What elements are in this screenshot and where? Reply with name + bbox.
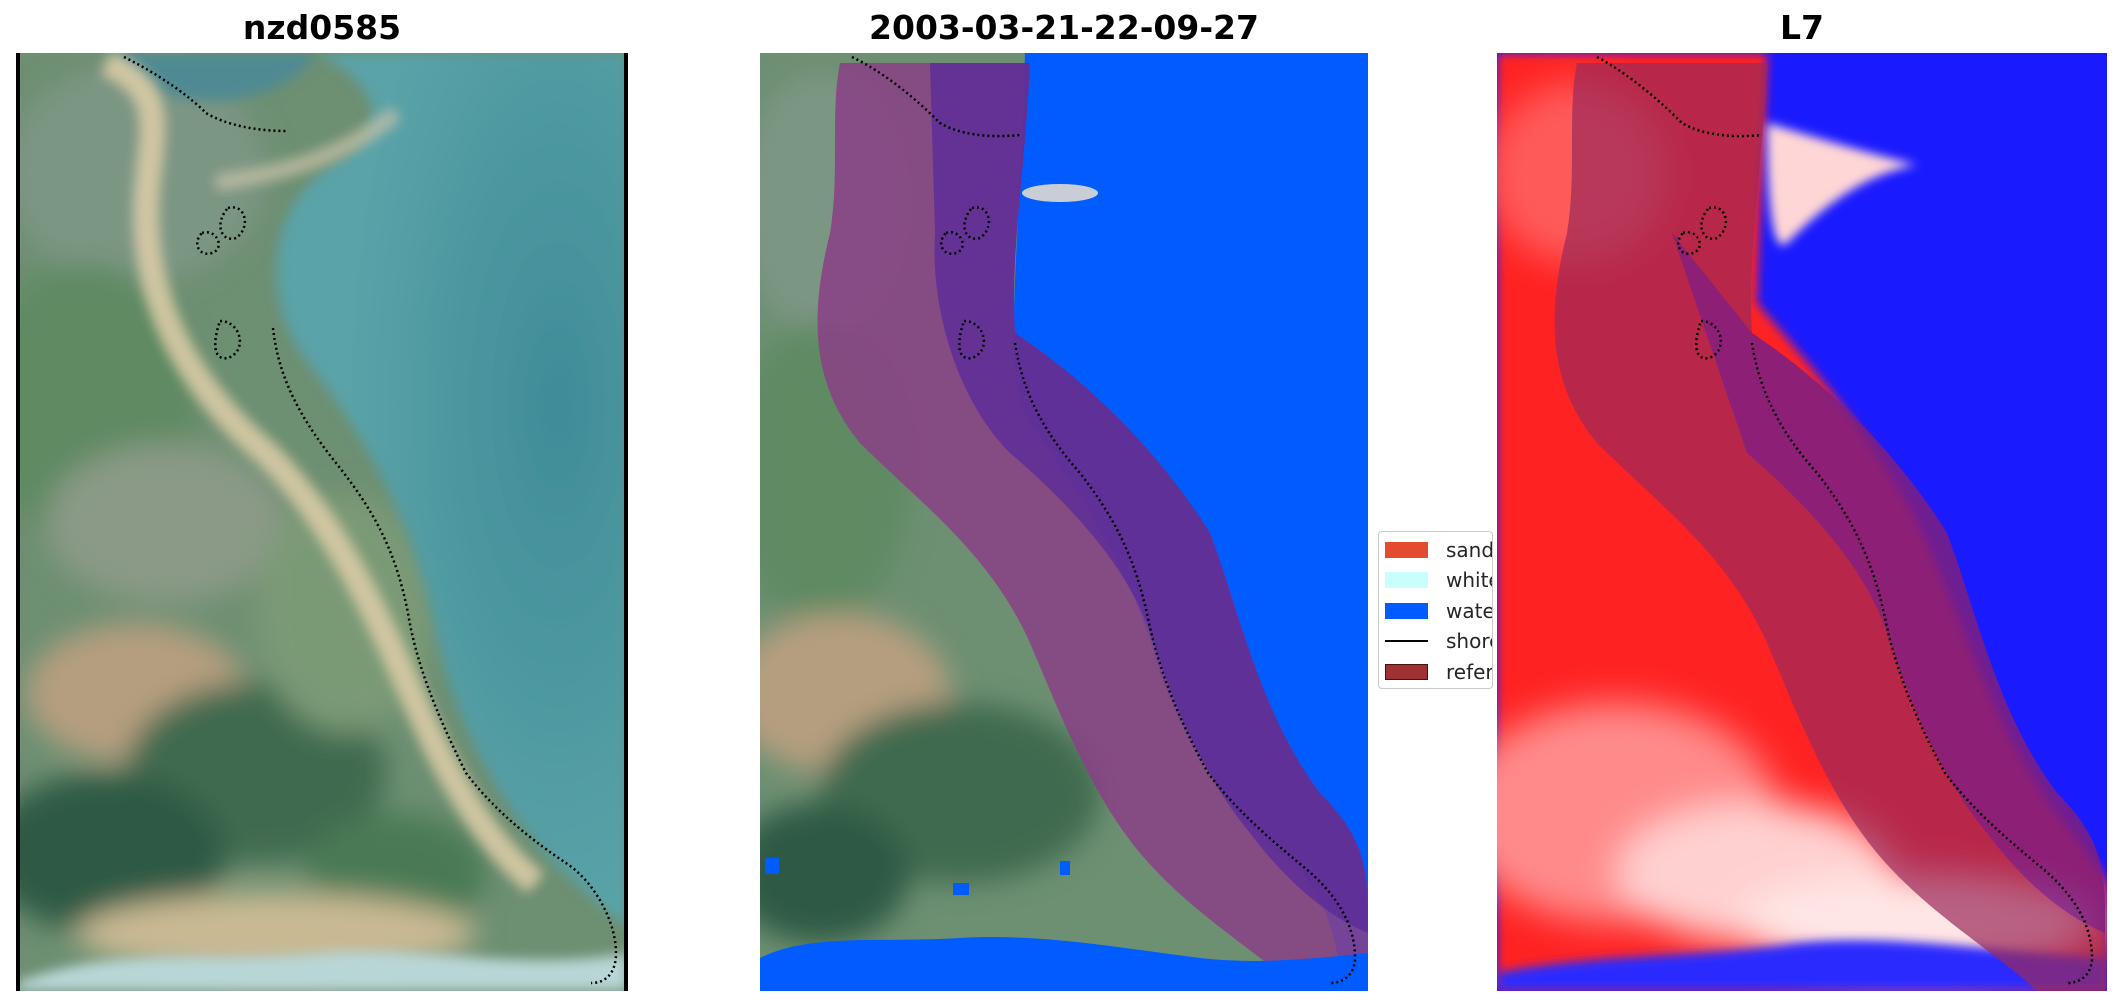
panel-title-index: L7 [1780,8,1824,47]
legend-item-shoreline: shore [1379,625,1492,655]
index-panel [1497,53,2107,991]
legend-swatch-water [1385,602,1428,619]
panel-title-classification: 2003-03-21-22-09-27 [869,8,1259,47]
index-image [1497,53,2107,991]
legend-item-water: wate [1379,595,1492,625]
legend-item-white: white [1379,564,1492,594]
legend-swatch-white [1385,572,1428,589]
panel-title-rgb: nzd0585 [242,8,402,47]
legend-line-shoreline [1385,640,1428,643]
legend-item-reference: refer [1379,656,1492,686]
classification-image [760,53,1368,991]
legend-label-reference: refer [1446,659,1493,684]
legend: sand white wate shore refer [1378,531,1493,689]
classification-panel [760,53,1368,991]
legend-label-shoreline: shore [1446,629,1492,654]
legend-label-water: wate [1446,598,1493,623]
legend-swatch-sand [1385,542,1428,558]
rgb-image [16,53,628,991]
legend-item-sand: sand [1379,534,1492,564]
legend-label-sand: sand [1446,538,1493,562]
legend-swatch-reference [1385,663,1428,680]
rgb-image-panel [16,53,628,991]
legend-label-white: white [1446,568,1492,593]
